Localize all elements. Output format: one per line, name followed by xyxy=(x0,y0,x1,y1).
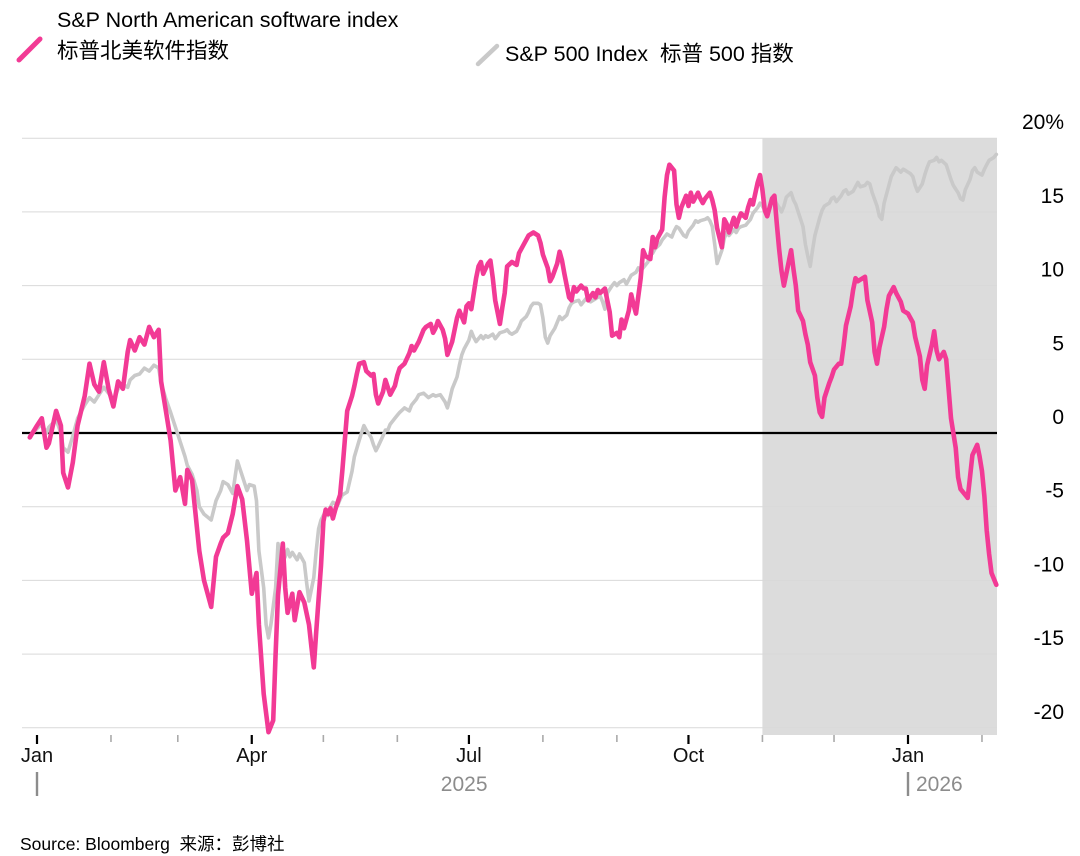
series-line-software xyxy=(27,162,999,735)
year-label: 2025 xyxy=(441,773,488,796)
shaded-period xyxy=(762,138,997,735)
x-axis-month-label: Apr xyxy=(236,745,267,767)
diagonal-line-icon xyxy=(475,43,500,67)
x-axis-month-label: Jan xyxy=(21,745,53,767)
year-label: 2026 xyxy=(916,773,963,796)
y-axis-label: -10 xyxy=(1034,553,1064,576)
y-axis-label: 20% xyxy=(1022,111,1064,134)
x-axis-month-label: Jul xyxy=(456,745,482,767)
y-axis-label: 15 xyxy=(1041,185,1064,208)
y-axis-label: 0 xyxy=(1052,406,1064,429)
legend-software-label-en: S&P North American software index xyxy=(57,8,399,32)
series-line-sp500 xyxy=(28,152,999,640)
legend-item-software: S&P North American software index 标普北美软件… xyxy=(57,5,398,67)
y-axis-label: -15 xyxy=(1034,627,1064,650)
x-axis-month-label: Jan xyxy=(892,745,924,767)
source-note: Source: Bloomberg 来源：彭博社 xyxy=(20,834,285,854)
software-series-swatch-icon xyxy=(16,36,43,63)
year-start-marker xyxy=(35,772,39,796)
x-axis-month-label: Oct xyxy=(673,745,705,767)
year-start-marker xyxy=(906,772,910,796)
y-axis-label: -20 xyxy=(1034,701,1064,724)
y-axis-label: 5 xyxy=(1052,332,1064,355)
legend-software-label-zh: 标普北美软件指数 xyxy=(57,39,230,63)
y-axis-label: 10 xyxy=(1041,259,1064,282)
legend-item-sp500: S&P 500 Index 标普 500 指数 xyxy=(505,42,794,66)
y-axis-label: -5 xyxy=(1045,480,1064,503)
diagonal-line-icon xyxy=(16,36,43,63)
sp500-series-swatch-icon xyxy=(475,43,500,67)
